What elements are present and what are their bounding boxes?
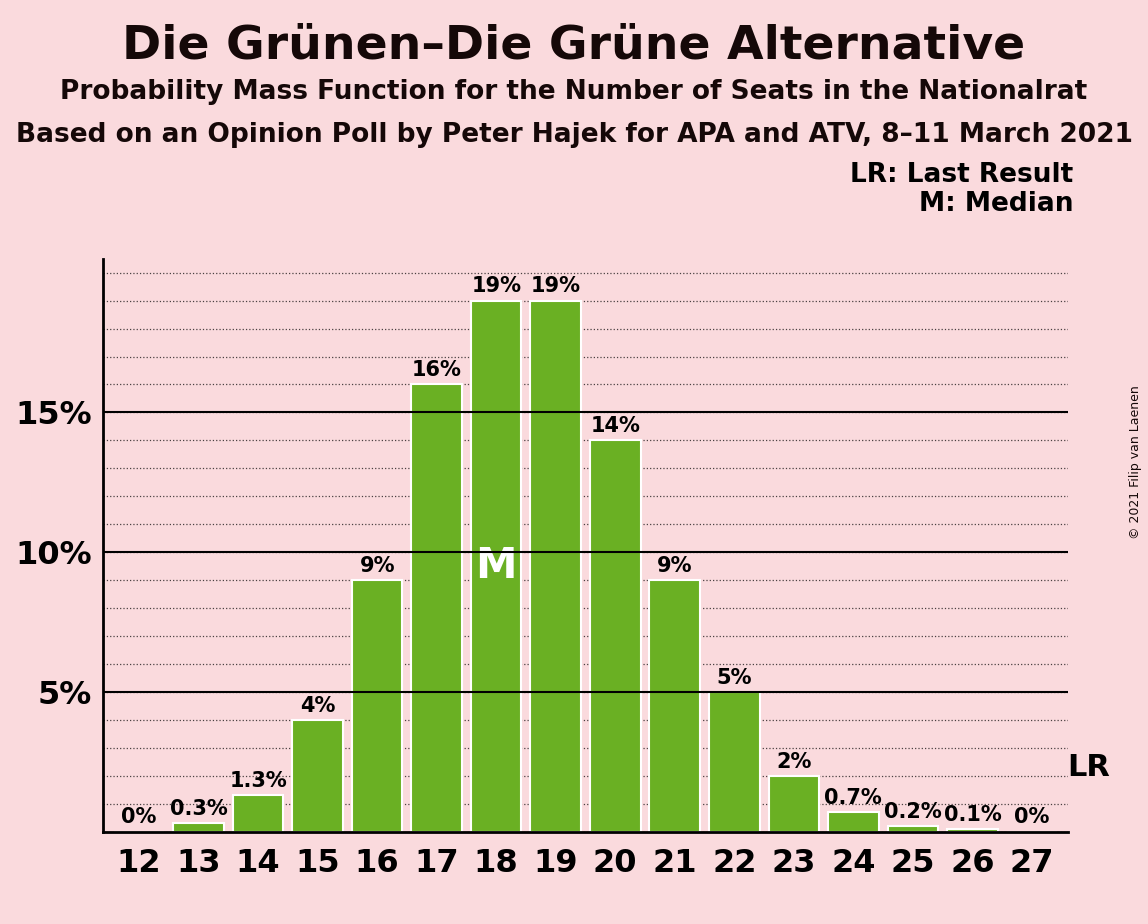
Text: 0.7%: 0.7% [824, 788, 882, 808]
Text: 1.3%: 1.3% [230, 772, 287, 791]
Text: 2%: 2% [776, 751, 812, 772]
Bar [828, 812, 878, 832]
Text: Die Grünen–Die Grüne Alternative: Die Grünen–Die Grüne Alternative [123, 23, 1025, 68]
Text: LR: LR [1068, 753, 1110, 782]
Text: 0%: 0% [1014, 808, 1049, 827]
Text: Based on an Opinion Poll by Peter Hajek for APA and ATV, 8–11 March 2021: Based on an Opinion Poll by Peter Hajek … [16, 122, 1132, 148]
Text: 0.1%: 0.1% [944, 805, 1001, 824]
Bar [768, 776, 820, 832]
Text: M: M [475, 545, 517, 587]
Text: LR: Last Result: LR: Last Result [851, 162, 1073, 188]
Text: 9%: 9% [359, 556, 395, 576]
Bar [351, 580, 403, 832]
Text: 9%: 9% [657, 556, 692, 576]
Bar [709, 692, 760, 832]
Text: 0.2%: 0.2% [884, 802, 941, 821]
Text: 14%: 14% [590, 416, 641, 436]
Text: © 2021 Filip van Laenen: © 2021 Filip van Laenen [1130, 385, 1142, 539]
Bar [590, 441, 641, 832]
Text: 16%: 16% [412, 360, 461, 381]
Text: 19%: 19% [530, 276, 581, 297]
Bar [947, 829, 998, 832]
Bar [471, 300, 521, 832]
Text: 19%: 19% [471, 276, 521, 297]
Text: 0%: 0% [122, 808, 157, 827]
Bar [293, 720, 343, 832]
Bar [411, 384, 461, 832]
Text: 5%: 5% [716, 668, 752, 687]
Bar [650, 580, 700, 832]
Bar [887, 826, 938, 832]
Text: Probability Mass Function for the Number of Seats in the Nationalrat: Probability Mass Function for the Number… [61, 79, 1087, 104]
Text: 4%: 4% [300, 696, 335, 715]
Text: 0.3%: 0.3% [170, 799, 227, 819]
Bar [233, 796, 284, 832]
Text: M: Median: M: Median [918, 191, 1073, 217]
Bar [530, 300, 581, 832]
Bar [173, 823, 224, 832]
